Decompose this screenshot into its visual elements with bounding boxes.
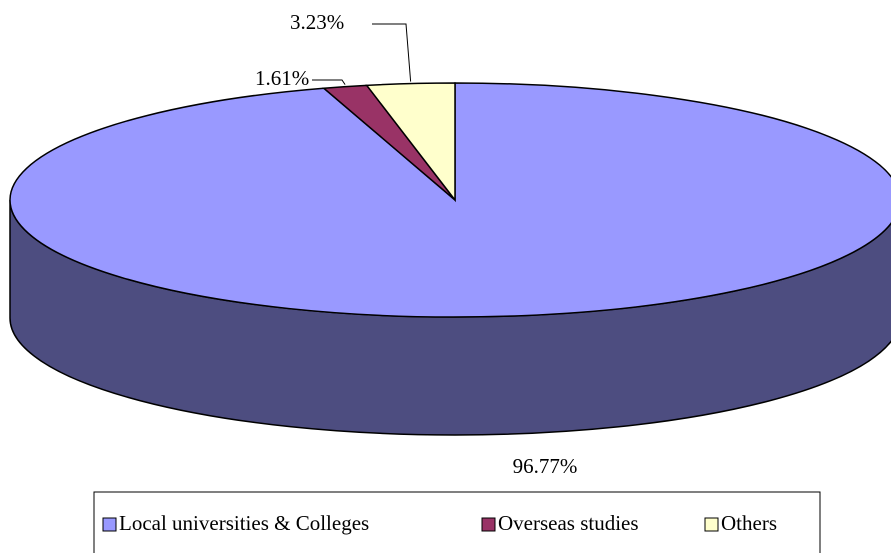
leader-line: [312, 79, 346, 85]
legend-swatch: [102, 517, 117, 532]
data-label: 96.77%: [513, 454, 578, 478]
legend-label: Others: [721, 511, 777, 535]
data-label: 3.23%: [290, 10, 344, 34]
legend-swatch: [481, 517, 496, 532]
slice: [9, 82, 891, 318]
legend-label: Local universities & Colleges: [119, 511, 369, 535]
data-label: 1.61%: [255, 66, 309, 90]
leader-line: [372, 23, 412, 82]
legend-swatch: [704, 517, 719, 532]
slice: [365, 82, 456, 203]
legend-label: Overseas studies: [498, 511, 639, 535]
legend-box: [93, 491, 821, 553]
